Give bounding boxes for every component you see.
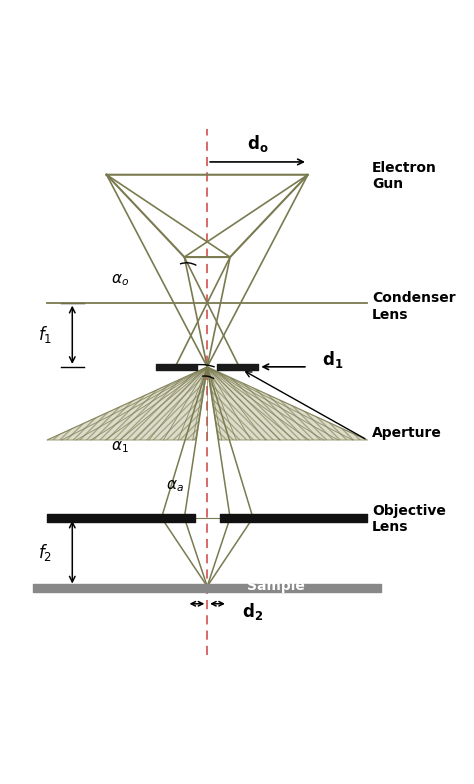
Text: $\mathbf{d_o}$: $\mathbf{d_o}$ [247,133,268,154]
Text: $\mathbf{d_2}$: $\mathbf{d_2}$ [242,601,263,622]
Text: Condenser
Lens: Condenser Lens [372,292,456,321]
Text: $\alpha_1$: $\alpha_1$ [111,439,129,455]
Text: Objective
Lens: Objective Lens [372,504,446,534]
Polygon shape [47,367,207,440]
Text: $\mathbf{d_1}$: $\mathbf{d_1}$ [321,350,343,371]
Text: Electron
Gun: Electron Gun [372,161,437,191]
Text: $\alpha_o$: $\alpha_o$ [111,272,129,288]
Polygon shape [207,367,367,440]
Text: $\alpha_a$: $\alpha_a$ [166,478,184,494]
Text: Aperture: Aperture [372,426,442,441]
Text: Sample: Sample [247,579,305,593]
Text: $f_2$: $f_2$ [38,542,52,563]
Text: $f_1$: $f_1$ [38,325,52,345]
